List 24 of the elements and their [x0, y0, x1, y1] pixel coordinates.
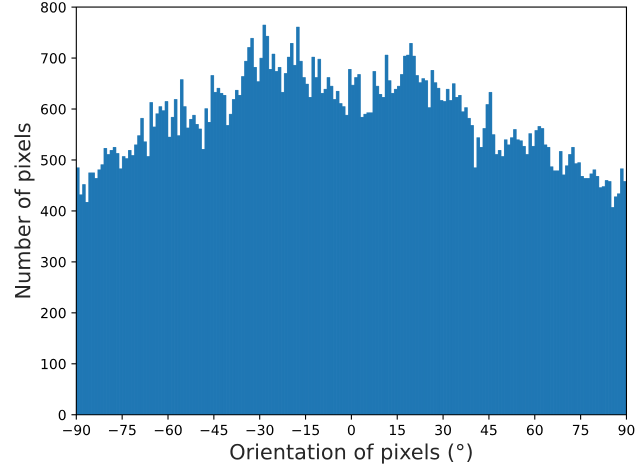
- y-tick-label: 800: [41, 2, 66, 13]
- y-axis-title: Number of pixels: [14, 123, 35, 298]
- x-tick-label: −90: [63, 424, 90, 436]
- y-tick-label: 500: [41, 154, 66, 166]
- x-tick-label: 75: [572, 424, 588, 436]
- y-tick-label: 200: [41, 308, 66, 318]
- y-tick-label: 0: [58, 410, 66, 420]
- x-tick-label: −75: [108, 424, 136, 436]
- y-tick-label: 400: [40, 206, 66, 216]
- x-tick-label: −30: [246, 424, 274, 436]
- y-tick-label: 700: [41, 53, 66, 64]
- y-tick-label: 600: [41, 104, 66, 114]
- x-tick-label: 45: [480, 424, 497, 436]
- x-tick-label: 0: [348, 424, 355, 436]
- y-tick-label: 100: [42, 358, 66, 370]
- x-tick-label: −60: [154, 424, 182, 436]
- x-tick-label: 90: [618, 424, 634, 436]
- x-tick-label: 60: [526, 424, 543, 436]
- x-tick-label: 30: [435, 424, 451, 436]
- x-axis-title: Orientation of pixels (°): [230, 443, 472, 464]
- x-tick-label: 15: [390, 424, 405, 436]
- y-tick-label: 300: [41, 256, 66, 268]
- x-tick-label: −15: [292, 424, 319, 436]
- x-tick-label: −45: [200, 424, 228, 436]
